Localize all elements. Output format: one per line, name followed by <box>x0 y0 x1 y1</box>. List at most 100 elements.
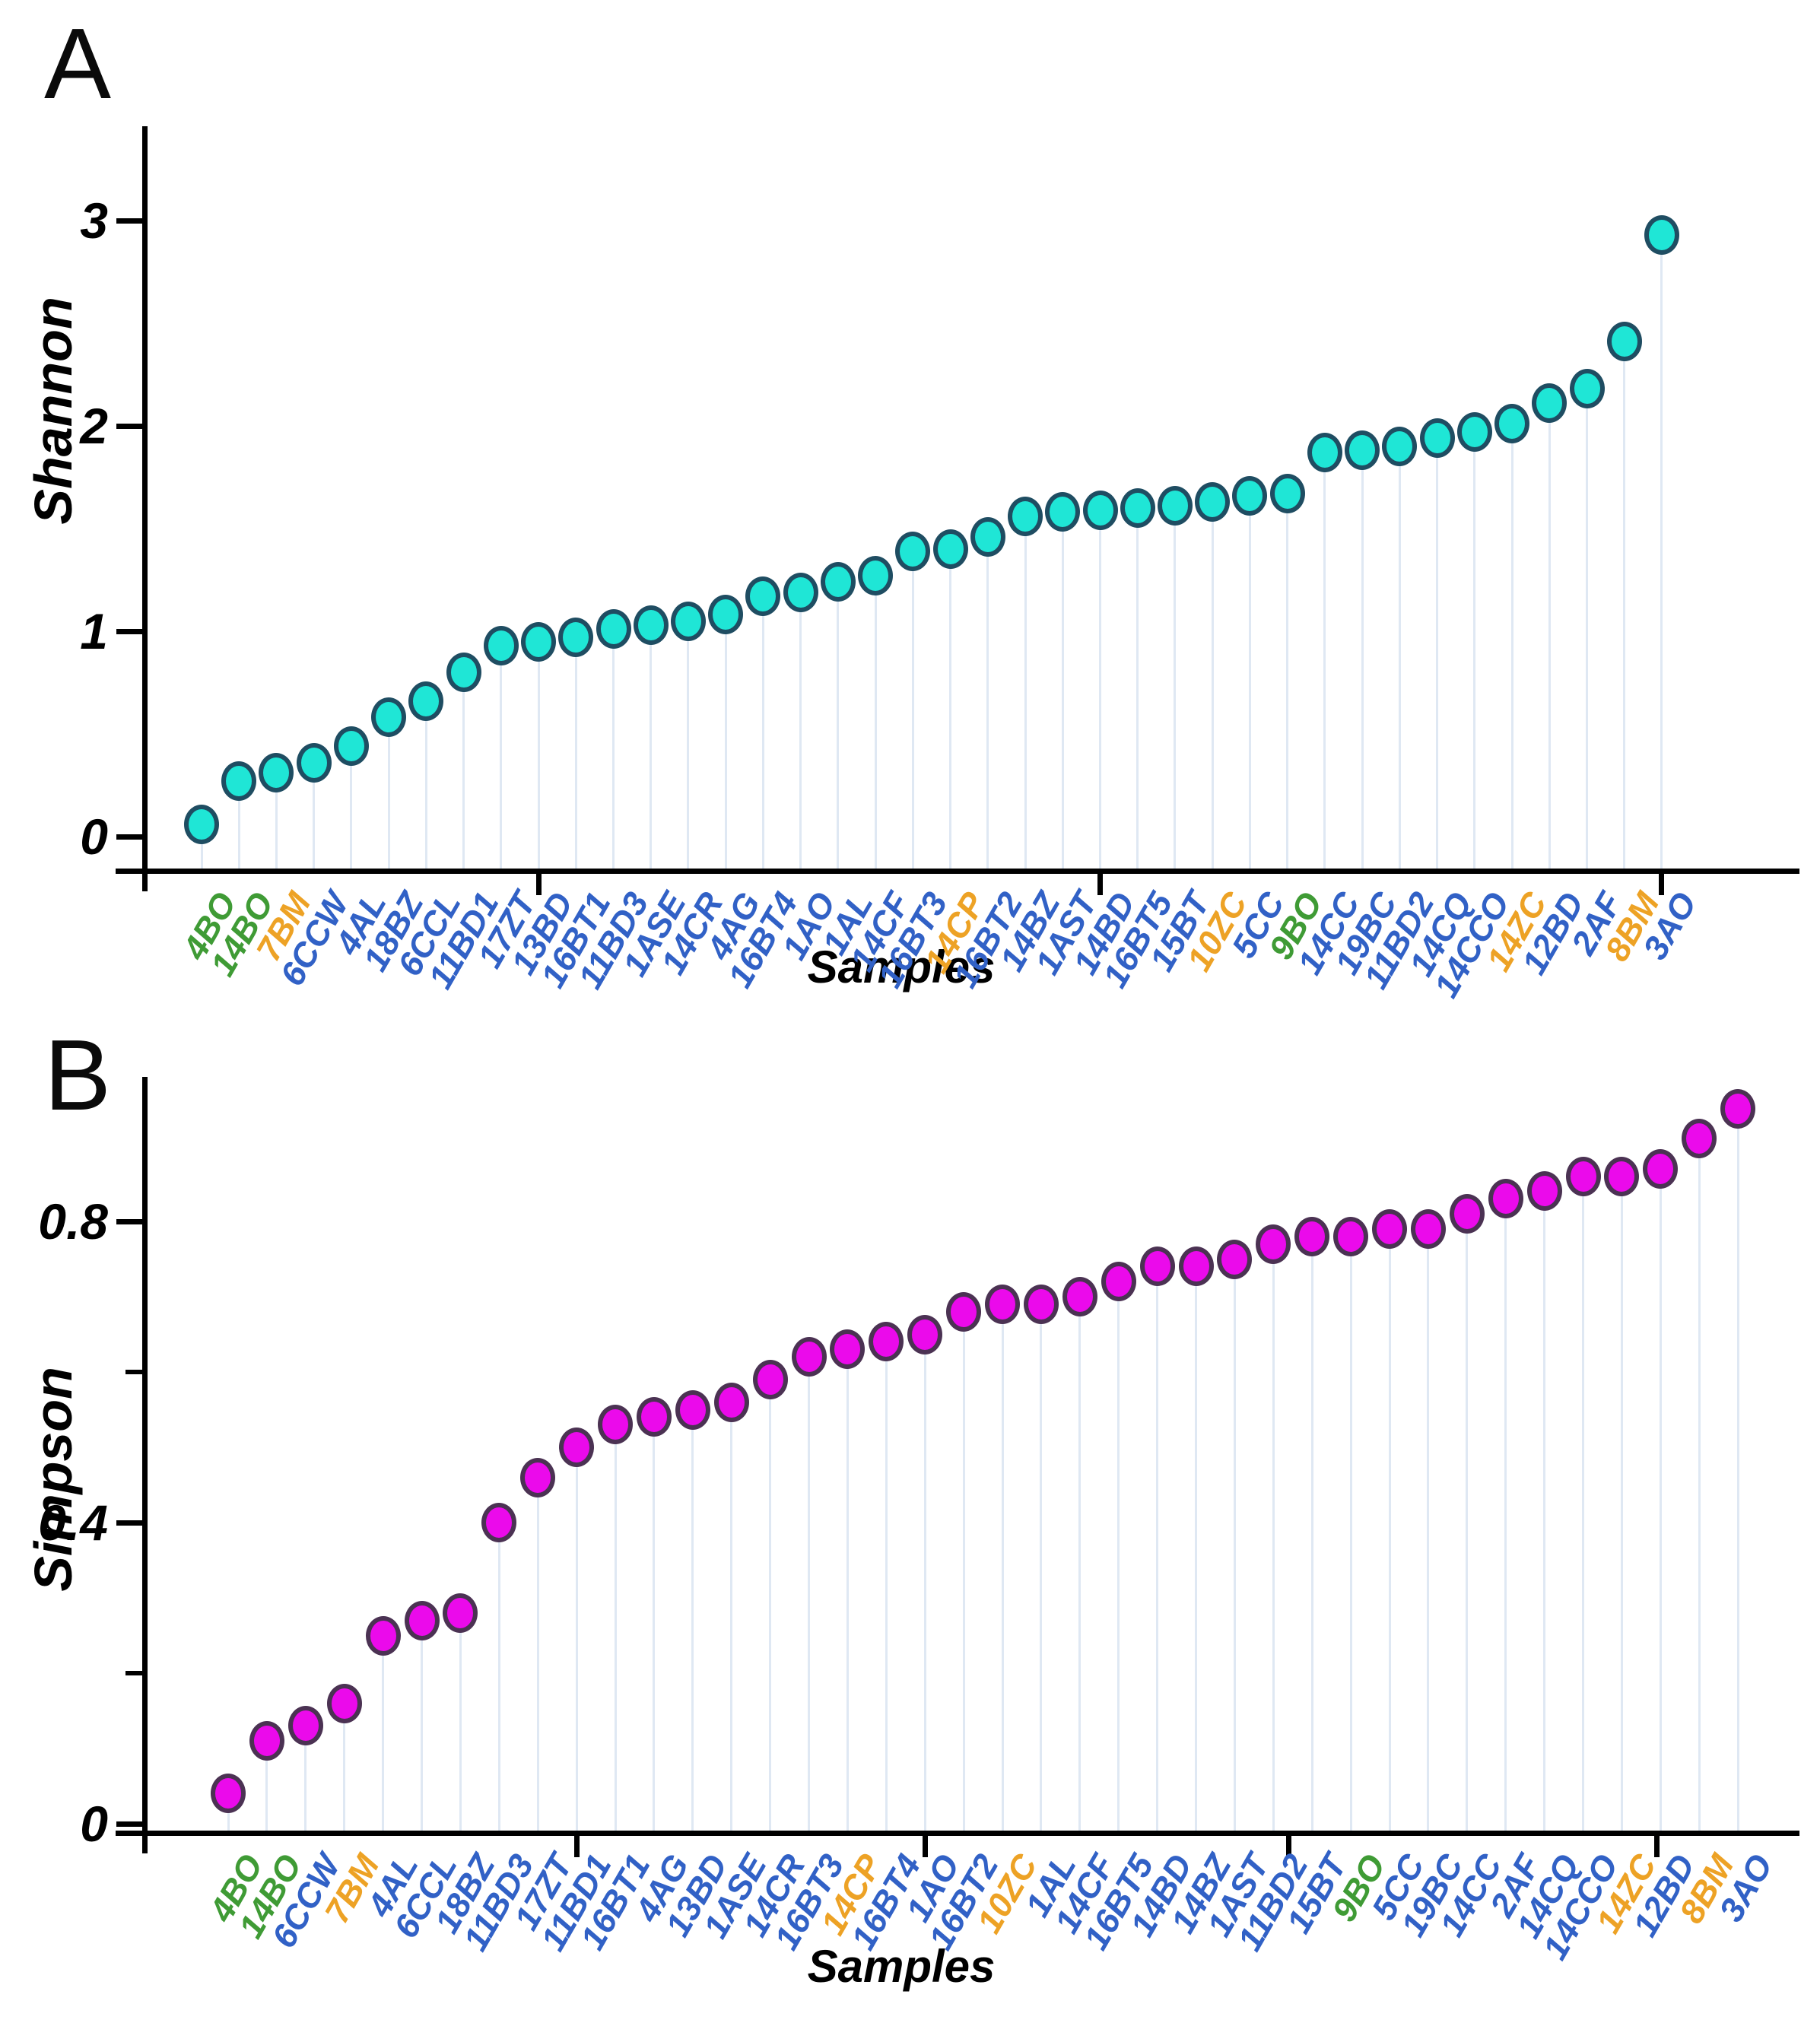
data-point <box>1217 1239 1253 1279</box>
data-point <box>598 1405 633 1445</box>
drop-line <box>730 1402 733 1833</box>
data-point <box>1139 1247 1175 1287</box>
data-point <box>1178 1247 1214 1287</box>
drop-line <box>1623 341 1626 871</box>
data-point <box>596 609 631 649</box>
drop-line <box>1436 438 1439 871</box>
data-point <box>1449 1194 1485 1234</box>
data-point <box>1307 433 1342 473</box>
drop-line <box>650 624 653 871</box>
panel-b-letter: B <box>44 1019 112 1131</box>
drop-line <box>1698 1139 1701 1833</box>
drop-line <box>304 1726 307 1833</box>
drop-line <box>769 1379 772 1833</box>
drop-line <box>574 637 577 871</box>
data-point <box>1382 427 1418 466</box>
x-axis-tick <box>922 1834 928 1857</box>
x-axis-tick <box>1097 872 1104 895</box>
y-axis-tick <box>116 423 142 429</box>
data-point <box>1023 1284 1059 1324</box>
drop-line <box>265 1741 268 1833</box>
data-point <box>1488 1179 1523 1219</box>
data-point <box>371 697 407 738</box>
drop-line <box>1504 1199 1507 1833</box>
y-axis-minor-tick <box>125 1370 142 1374</box>
data-point <box>1045 492 1081 532</box>
data-point <box>675 1389 710 1430</box>
drop-line <box>1286 494 1289 871</box>
drop-line <box>885 1342 888 1833</box>
drop-line <box>200 824 203 871</box>
drop-line <box>275 773 278 871</box>
data-point <box>326 1683 362 1723</box>
drop-line <box>949 549 952 871</box>
data-point <box>670 601 706 641</box>
drop-line <box>1466 1214 1469 1833</box>
data-point <box>1456 412 1492 453</box>
x-axis-tick <box>1659 872 1665 895</box>
data-point <box>1157 486 1193 526</box>
data-point <box>985 1284 1020 1324</box>
data-point <box>895 531 931 571</box>
data-point <box>1682 1119 1717 1159</box>
drop-line <box>1099 510 1102 871</box>
drop-line <box>237 781 240 871</box>
data-point <box>791 1337 827 1377</box>
drop-line <box>1473 432 1476 871</box>
data-point <box>408 681 444 721</box>
drop-line <box>837 582 840 871</box>
data-point <box>1372 1208 1407 1249</box>
y-axis-line <box>141 126 148 891</box>
x-axis-line <box>116 1830 1799 1836</box>
data-point <box>1419 418 1455 459</box>
x-axis-tick <box>535 872 542 895</box>
data-point <box>869 1322 904 1362</box>
drop-line <box>1248 495 1251 871</box>
y-axis-line <box>141 1077 148 1853</box>
y-axis-tick <box>116 628 142 634</box>
data-point <box>1333 1216 1369 1256</box>
data-point <box>558 618 594 658</box>
drop-line <box>1582 1176 1584 1833</box>
data-point <box>483 625 519 665</box>
data-point <box>333 726 369 767</box>
data-point <box>1256 1224 1291 1264</box>
drop-line <box>1548 403 1551 871</box>
drop-line <box>612 629 615 871</box>
data-point <box>820 562 856 602</box>
drop-line <box>227 1793 230 1833</box>
data-point <box>1269 474 1305 514</box>
x-axis-tick <box>573 1834 580 1857</box>
drop-line <box>1659 1168 1662 1833</box>
drop-line <box>1211 501 1214 871</box>
drop-line <box>653 1417 656 1833</box>
data-point <box>1532 383 1567 424</box>
data-point <box>559 1428 595 1467</box>
drop-line <box>1310 1236 1313 1833</box>
y-tick-label: 1 <box>80 603 108 659</box>
drop-line <box>575 1447 578 1833</box>
y-tick-label: 0.4 <box>38 1494 108 1551</box>
data-point <box>521 621 557 662</box>
drop-line <box>343 1703 346 1833</box>
data-point <box>907 1314 943 1354</box>
drop-line <box>1349 1236 1352 1833</box>
data-point <box>1232 475 1268 516</box>
drop-line <box>986 536 989 871</box>
drop-line <box>911 551 914 871</box>
drop-line <box>808 1357 810 1833</box>
drop-line <box>1361 450 1364 871</box>
drop-line <box>1136 508 1139 871</box>
data-point <box>443 1593 478 1633</box>
data-point <box>1643 1148 1679 1189</box>
y-axis-tick <box>116 834 142 840</box>
drop-line <box>1061 512 1064 871</box>
panel-a-x-axis-title: Samples <box>807 942 996 992</box>
data-point <box>1101 1262 1136 1302</box>
y-tick-label: 0.8 <box>38 1193 108 1250</box>
drop-line <box>424 700 427 871</box>
data-point <box>830 1329 866 1370</box>
data-point <box>1195 481 1231 522</box>
data-point <box>446 653 481 692</box>
